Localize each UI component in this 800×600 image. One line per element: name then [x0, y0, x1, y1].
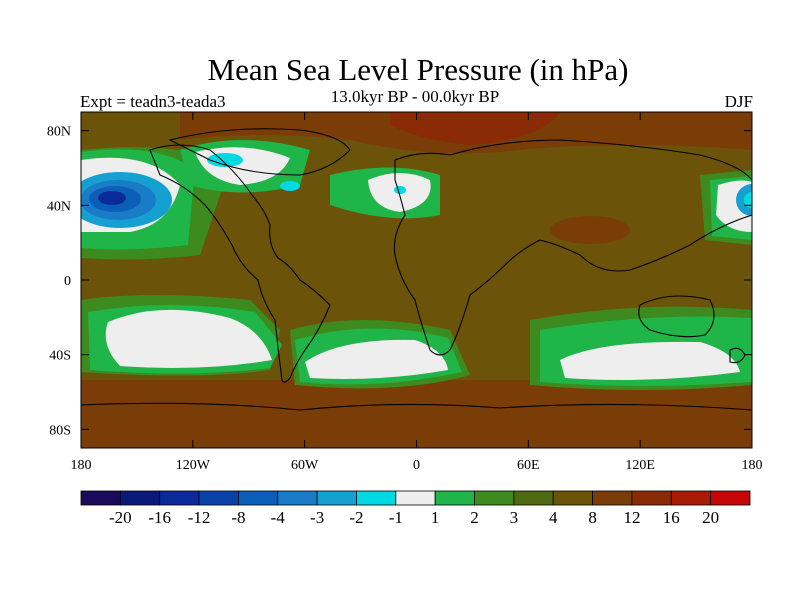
colorbar [80, 490, 751, 506]
colorbar-label: 16 [663, 508, 680, 527]
colorbar-label: 1 [431, 508, 440, 527]
lat-tick-label: 80N [47, 125, 71, 140]
season-label: DJF [724, 92, 753, 111]
colorbar-swatch [434, 490, 475, 506]
pressure-field [81, 112, 752, 448]
colorbar-label: 20 [702, 508, 719, 527]
lon-tick-label: 60E [517, 458, 540, 473]
lat-tick-label: 80S [49, 423, 71, 438]
colorbar-label: 8 [588, 508, 597, 527]
colorbar-swatch [316, 490, 357, 506]
colorbar-swatch [552, 490, 593, 506]
colorbar-swatch [513, 490, 554, 506]
field-southern-band [81, 380, 752, 448]
colorbar-swatch [198, 490, 239, 506]
colorbar-label: -8 [231, 508, 245, 527]
colorbar-labels: -20 -16 -12 -8 -4 -3 -2 -1 1 2 3 4 8 12 16 20 [109, 508, 719, 527]
lat-tick-label: 40N [47, 199, 71, 214]
coastlines [81, 128, 752, 411]
colorbar-swatch [80, 490, 121, 506]
lat-tick-label: 0 [64, 274, 71, 289]
colorbar-label: 4 [549, 508, 558, 527]
field-blue-lows [81, 153, 752, 228]
colorbar-label: -2 [349, 508, 363, 527]
colorbar-swatch [710, 490, 751, 506]
lon-tick-label: 0 [413, 458, 420, 473]
colorbar-label: -12 [188, 508, 211, 527]
field-brown-spots [290, 216, 630, 440]
map-title: Mean Sea Level Pressure (in hPa) [207, 52, 629, 87]
field-arctic-peak [390, 112, 560, 145]
lon-tick-label: 120E [625, 458, 655, 473]
lon-tick-label: 60W [291, 458, 319, 473]
map-subtitle: 13.0kyr BP - 00.0kyr BP [330, 87, 500, 106]
lon-tick-label: 120W [176, 458, 211, 473]
colorbar-swatch [277, 490, 318, 506]
longitude-axis: 180 120W 60W 0 60E 120E 180 [71, 112, 763, 473]
colorbar-label: 3 [510, 508, 519, 527]
latitude-axis: 80N 40N 0 40S 80S [47, 125, 752, 438]
colorbar-swatch [159, 490, 200, 506]
lon-tick-label: 180 [742, 458, 763, 473]
colorbar-label: -1 [389, 508, 403, 527]
colorbar-label: -4 [271, 508, 286, 527]
colorbar-swatch [631, 490, 672, 506]
colorbar-swatch [119, 490, 161, 506]
experiment-label: Expt = teadn3-teada3 [80, 92, 226, 111]
colorbar-swatch [670, 490, 712, 506]
colorbar-swatch [356, 490, 397, 506]
colorbar-label: -3 [310, 508, 324, 527]
lat-tick-label: 40S [49, 349, 71, 364]
colorbar-label: 2 [470, 508, 479, 527]
colorbar-label: -20 [109, 508, 132, 527]
colorbar-swatch [592, 490, 633, 506]
colorbar-swatch [395, 490, 436, 506]
colorbar-swatch [238, 490, 279, 506]
colorbar-swatch [474, 490, 515, 506]
lon-tick-label: 180 [71, 458, 92, 473]
colorbar-label: 12 [623, 508, 640, 527]
colorbar-label: -16 [148, 508, 171, 527]
